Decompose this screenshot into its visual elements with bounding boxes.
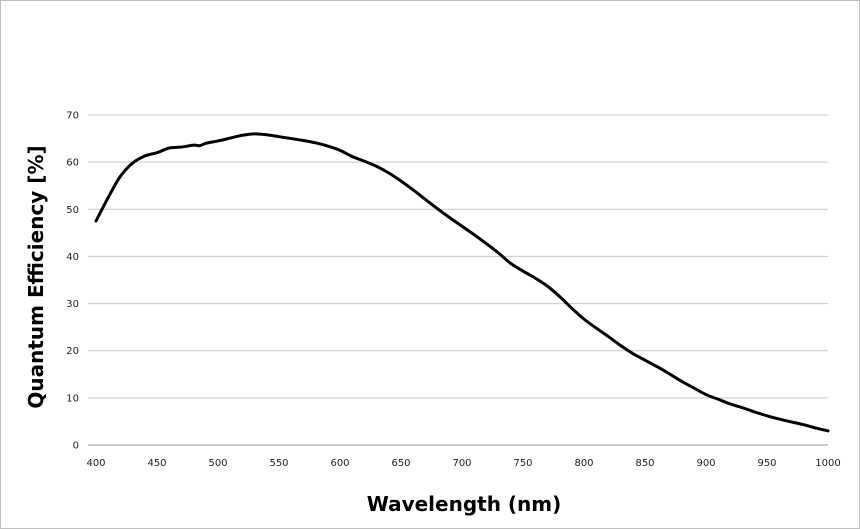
series-line	[94, 132, 830, 433]
x-tick-label: 850	[635, 458, 654, 469]
x-tick-label: 550	[269, 458, 288, 469]
x-axis-label: Wavelength (nm)	[367, 492, 562, 516]
y-tick-label: 0	[73, 441, 79, 452]
y-axis-ticks: 0 10 20 30 40 50 60 70	[66, 111, 79, 452]
y-tick-label: 60	[66, 158, 79, 169]
y-axis-label: Quantum Efficiency [%]	[24, 145, 48, 408]
x-tick-label: 500	[208, 458, 227, 469]
x-tick-label: 400	[86, 458, 105, 469]
x-tick-label: 700	[452, 458, 471, 469]
x-tick-label: 600	[330, 458, 349, 469]
x-axis-ticks: 400 450 500 550 600 650 700 750 800 850 900 950 1000	[86, 458, 840, 469]
x-tick-label: 450	[147, 458, 166, 469]
x-tick-label: 1000	[815, 458, 840, 469]
x-tick-label: 750	[513, 458, 532, 469]
x-tick-label: 950	[757, 458, 776, 469]
x-tick-label: 800	[574, 458, 593, 469]
y-tick-label: 10	[66, 393, 79, 404]
y-tick-label: 30	[66, 299, 79, 310]
x-tick-label: 650	[391, 458, 410, 469]
y-tick-label: 40	[66, 252, 79, 263]
y-tick-label: 70	[66, 111, 79, 122]
x-tick-label: 900	[696, 458, 715, 469]
gridlines	[88, 114, 828, 446]
y-tick-label: 20	[66, 346, 79, 357]
y-tick-label: 50	[66, 205, 79, 216]
